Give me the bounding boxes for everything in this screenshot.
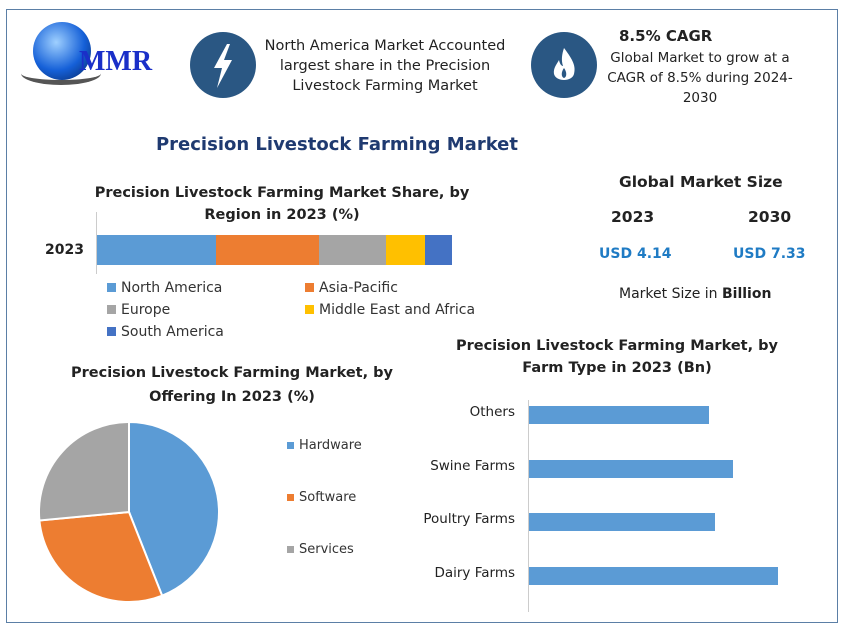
legend-swatch [287, 546, 294, 553]
legend-label: Services [299, 542, 354, 557]
legend-label: Middle East and Africa [319, 302, 476, 318]
legend-label: North America [121, 280, 223, 296]
pie-slice-hardware [128, 420, 220, 597]
value-2030: USD 7.33 [733, 246, 806, 262]
legend-swatch [305, 283, 314, 292]
region-segment-middle-east-and-africa [386, 235, 426, 265]
pie-legend-item: Hardware [287, 438, 362, 453]
region-stacked-bar [97, 235, 452, 265]
farm-bar-dairy-farms [529, 566, 778, 585]
legend-item: Europe [107, 302, 170, 318]
offering-chart-title: Precision Livestock Farming Market, by O… [70, 365, 393, 405]
flame-icon [531, 32, 597, 98]
farm-category-label: Swine Farms [430, 457, 515, 474]
legend-item: South America [107, 324, 224, 340]
farm-category-label: Others [469, 404, 515, 420]
legend-swatch [107, 327, 116, 336]
region-segment-europe [318, 235, 387, 265]
farm-axis [528, 400, 529, 612]
main-title: Precision Livestock Farming Market [155, 134, 518, 155]
legend-label: Asia-Pacific [319, 280, 398, 296]
legend-item: Asia-Pacific [305, 280, 398, 296]
year-2030: 2030 [748, 208, 792, 226]
legend-swatch [107, 305, 116, 314]
region-segment-north-america [97, 235, 216, 265]
pie-legend-item: Services [287, 542, 354, 557]
legend-label: Hardware [299, 438, 362, 453]
legend-label: South America [121, 324, 224, 340]
legend-swatch [107, 283, 116, 292]
infographic: MMR North America Market Accounted large… [6, 9, 838, 623]
region-segment-asia-pacific [215, 235, 319, 265]
pie-slice-software [38, 510, 164, 603]
legend-swatch [287, 494, 294, 501]
farm-bar-others [529, 406, 709, 424]
cagr-text: Global Market to grow at a CAGR of 8.5% … [607, 50, 793, 106]
year-2023: 2023 [611, 208, 655, 226]
farm-bar-swine-farms [529, 459, 733, 478]
note-prefix: Market Size in [619, 286, 722, 302]
note-unit: Billion [721, 286, 772, 302]
pie-legend-item: Software [287, 490, 356, 505]
legend-item: Middle East and Africa [305, 302, 475, 318]
cagr-title: 8.5% CAGR [619, 27, 713, 45]
region-category-label: 2023 [45, 242, 84, 258]
highlight-north-america: North America Market Accounted largest s… [264, 38, 506, 94]
region-chart-title: Precision Livestock Farming Market Share… [94, 185, 470, 223]
legend-label: Software [299, 490, 357, 505]
logo-text: MMR [79, 46, 153, 77]
pie-slice-services [38, 420, 130, 522]
farm-chart-title: Precision Livestock Farming Market, by F… [455, 338, 778, 376]
value-2023: USD 4.14 [599, 246, 672, 262]
mmr-logo: MMR [15, 18, 175, 88]
legend-swatch [305, 305, 314, 314]
legend-label: Europe [121, 302, 171, 318]
offering-pie [38, 420, 220, 603]
farm-bar-poultry-farms [529, 513, 715, 531]
market-size-note: Market Size in Billion [619, 286, 771, 302]
farm-category-label: Dairy Farms [434, 564, 515, 581]
farm-category-label: Poultry Farms [423, 511, 515, 527]
legend-item: North America [107, 280, 222, 296]
legend-swatch [287, 442, 294, 449]
lightning-icon [190, 32, 256, 98]
market-size-title: Global Market Size [619, 173, 783, 191]
region-segment-south-america [425, 235, 452, 265]
logo-swoosh [21, 62, 101, 85]
region-axis [96, 212, 97, 274]
